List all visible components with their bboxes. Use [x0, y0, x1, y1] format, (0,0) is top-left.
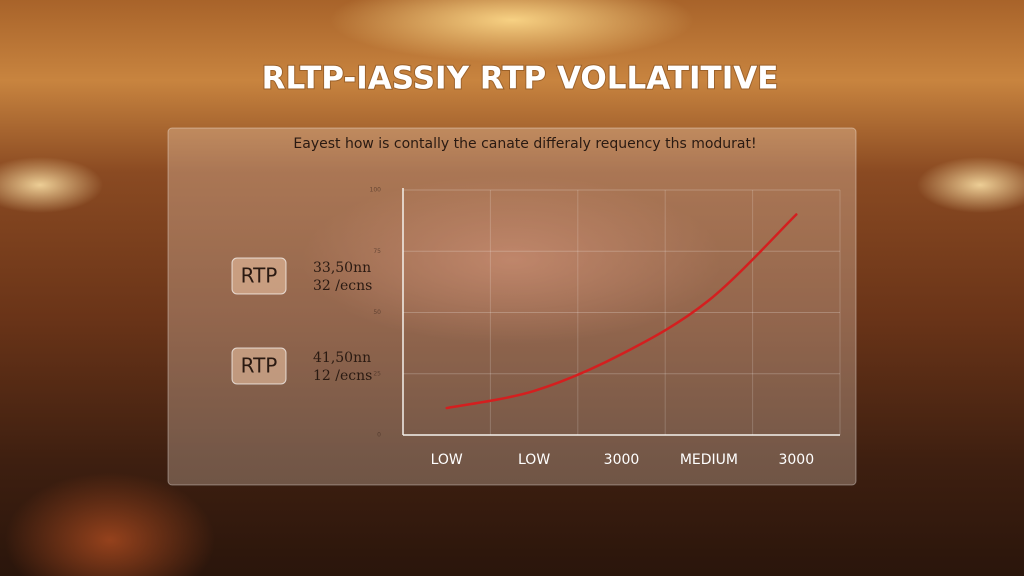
- y-tick-label: 50: [373, 309, 381, 316]
- rtp-badge: RTP: [241, 264, 278, 288]
- rtp-badge-box: [231, 347, 287, 385]
- x-tick-label: LOW: [431, 452, 463, 468]
- series-line: [445, 213, 798, 410]
- y-tick-label: 100: [370, 187, 382, 194]
- x-tick-label: LOW: [518, 452, 550, 468]
- rtp-badge: RTP: [241, 354, 278, 378]
- y-tick-label: 25: [373, 370, 381, 377]
- x-tick-label: 3000: [604, 452, 640, 468]
- y-tick-label: 75: [373, 248, 381, 255]
- chart-subtitle: Eayest how is contally the canate differ…: [293, 136, 756, 152]
- rtp-detail: 33,50nn: [313, 260, 371, 276]
- rtp-detail: 12 /ecns: [313, 368, 372, 384]
- x-tick-label: 3000: [778, 452, 814, 468]
- chart-title: RLTP-IASSIY RTP VOLLATITIVE: [262, 61, 779, 97]
- rtp-badge-box: [231, 257, 287, 295]
- rtp-detail: 32 /ecns: [313, 278, 372, 294]
- rtp-detail: 41,50nn: [313, 350, 371, 366]
- y-tick-label: 0: [377, 432, 381, 439]
- x-tick-label: MEDIUM: [680, 452, 738, 468]
- panel: [167, 127, 857, 486]
